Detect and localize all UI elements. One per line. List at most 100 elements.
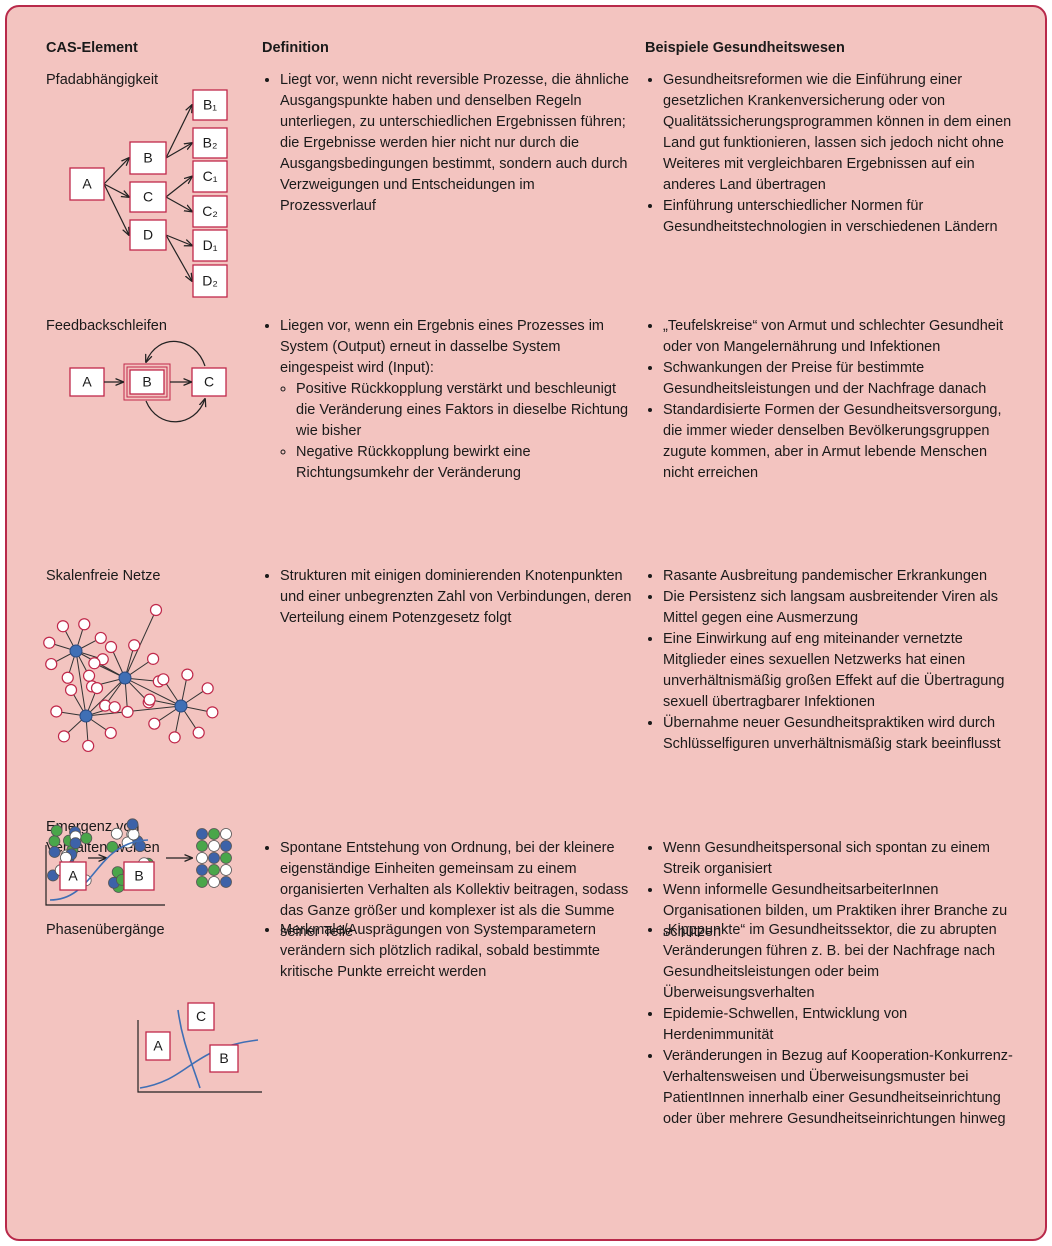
phase-axis — [45, 845, 165, 906]
network-node — [43, 636, 56, 649]
agent — [208, 852, 220, 864]
network-link — [75, 650, 87, 717]
definition-sublist: Positive Rückkopplung verstärkt und besc… — [280, 379, 634, 484]
examples: „Kipppunkte“ im Gesundheitssektor, die z… — [645, 920, 1017, 1130]
arrow — [165, 234, 192, 246]
examples: „Teufelskreise“ von Armut und schlechter… — [645, 316, 1017, 484]
network-node — [121, 705, 134, 719]
network-node — [146, 652, 160, 665]
path-box-label: D — [143, 227, 153, 243]
feedback-box-label: B — [142, 374, 151, 390]
network-node — [56, 620, 70, 633]
header-definition: Definition — [262, 40, 329, 56]
element-name: Phasenübergänge — [46, 922, 165, 938]
phase-curve — [139, 1039, 259, 1089]
path-box-label: D₁ — [203, 237, 218, 253]
agent — [196, 852, 208, 864]
feedback-box — [129, 369, 165, 395]
network-node — [64, 683, 78, 697]
network-node — [61, 671, 74, 684]
network-hub — [79, 709, 93, 723]
phase-axis — [137, 1020, 262, 1093]
path-box-label: C₂ — [202, 203, 218, 219]
definition-list: Liegt vor, wenn nicht reversible Prozess… — [262, 70, 634, 217]
phase-box-label: B — [134, 868, 143, 884]
network-link — [124, 609, 157, 679]
example-item: Veränderungen in Bezug auf Kooperation-K… — [663, 1046, 1017, 1130]
network-node — [50, 705, 63, 718]
phase-curve — [177, 1009, 201, 1089]
element-name: Skalenfreie Netze — [46, 568, 161, 584]
network-node — [143, 693, 156, 706]
agent — [80, 832, 93, 845]
phase-box — [187, 1002, 215, 1031]
path-box-label: A — [82, 176, 92, 192]
element-name: Pfadabhängigkeit — [46, 72, 159, 88]
phase-box-label: C — [196, 1008, 206, 1024]
header-examples: Beispiele Gesundheitswesen — [645, 40, 845, 56]
definition-item: Strukturen mit einigen dominierenden Kno… — [280, 566, 634, 629]
definition-list: Strukturen mit einigen dominierenden Kno… — [262, 566, 634, 629]
arrow — [165, 196, 192, 212]
agent — [220, 828, 232, 840]
path-box-label: C₁ — [203, 168, 218, 184]
path-box-label: D₂ — [202, 273, 218, 289]
feedback-box — [191, 367, 227, 397]
example-item: Die Persistenz sich langsam ausbreitende… — [663, 587, 1017, 629]
phase-box — [123, 861, 155, 891]
examples: Gesundheitsreformen wie die Einführung e… — [645, 70, 1017, 238]
agent — [196, 864, 208, 876]
arrow — [103, 183, 129, 235]
network-node — [57, 730, 71, 743]
network-node — [149, 603, 163, 617]
agent — [196, 828, 208, 840]
network-node — [94, 631, 107, 645]
agent — [196, 840, 208, 852]
phase-box-label: B — [219, 1050, 228, 1066]
phase-box — [209, 1044, 239, 1073]
path-box — [192, 89, 228, 121]
path-box — [192, 195, 228, 228]
network-node — [201, 682, 214, 695]
example-item: Einführung unterschiedlicher Normen für … — [663, 196, 1017, 238]
example-item: Standardisierte Formen der Gesundheitsve… — [663, 400, 1017, 484]
example-item: Übernahme neuer Gesundheitspraktiken wir… — [663, 713, 1017, 755]
arrow — [165, 234, 192, 281]
definition-item: Liegen vor, wenn ein Ergebnis eines Proz… — [280, 316, 634, 379]
example-item: Gesundheitsreformen wie die Einführung e… — [663, 70, 1017, 196]
path-box — [69, 167, 105, 201]
agent — [208, 864, 220, 876]
definition: Liegen vor, wenn ein Ergebnis eines Proz… — [262, 316, 634, 484]
definition-item: Merkmale/Ausprägungen von Systemparamete… — [280, 920, 634, 983]
path-box — [129, 181, 167, 213]
path-box-label: B — [143, 150, 152, 166]
definition-list: Spontane Entstehung von Ordnung, bei der… — [262, 838, 634, 943]
network-hub — [118, 671, 132, 685]
definition: Liegt vor, wenn nicht reversible Prozess… — [262, 70, 634, 217]
example-item: Schwankungen der Preise für bestimmte Ge… — [663, 358, 1017, 400]
agent — [208, 876, 220, 888]
phase-curve — [49, 839, 149, 901]
example-item: Epidemie-Schwellen, Entwicklung von Herd… — [663, 1004, 1017, 1046]
agent — [220, 852, 232, 864]
agent — [220, 840, 232, 852]
path-box — [192, 264, 228, 298]
phase-box-label: A — [68, 868, 78, 884]
path-box-label: B₂ — [203, 135, 218, 151]
phase-box — [59, 861, 87, 891]
network-node — [148, 717, 161, 730]
network-node — [82, 739, 95, 753]
agent — [208, 828, 220, 840]
agent — [50, 824, 63, 837]
path-box — [129, 219, 167, 251]
arrow — [165, 143, 192, 159]
network-node — [168, 731, 181, 744]
agent — [126, 818, 139, 831]
network-node — [192, 726, 205, 739]
network-node — [128, 639, 141, 652]
definition-item: Liegt vor, wenn nicht reversible Prozess… — [280, 70, 634, 217]
arrow — [103, 183, 129, 197]
definition-subitem: Positive Rückkopplung verstärkt und besc… — [296, 379, 634, 442]
